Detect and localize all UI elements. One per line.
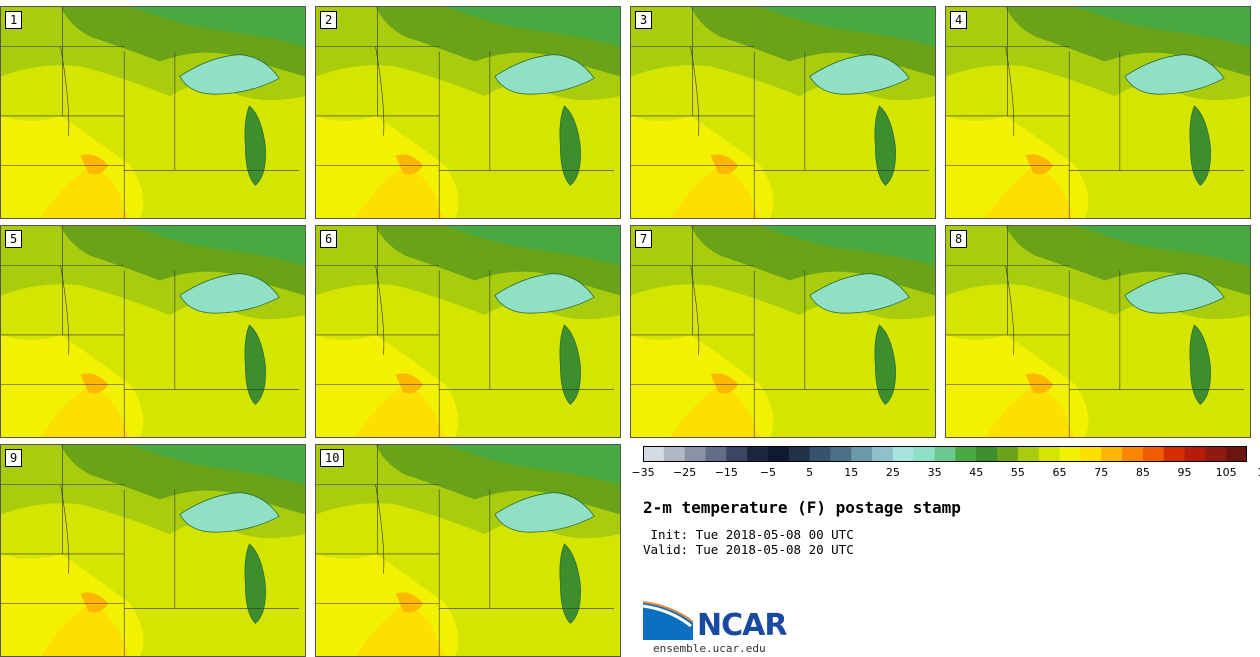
colorbar-tick-label: −25 xyxy=(673,466,697,479)
colorbar-swatch xyxy=(934,446,956,462)
colorbar-swatch xyxy=(1017,446,1040,462)
colorbar-swatch xyxy=(830,446,852,462)
colorbar-swatch xyxy=(1122,446,1144,462)
temperature-map xyxy=(1,445,305,656)
temperature-map xyxy=(1,7,305,218)
temperature-map xyxy=(316,7,620,218)
colorbar-swatch xyxy=(788,446,811,462)
postage-stamp-panel: 9 xyxy=(0,444,306,657)
colorbar-swatch xyxy=(747,446,769,462)
colorbar-tick-label: −15 xyxy=(714,466,738,479)
colorbar-swatch xyxy=(705,446,727,462)
init-time: Init: Tue 2018-05-08 00 UTC xyxy=(643,527,854,542)
temperature-map xyxy=(316,226,620,437)
colorbar-swatch xyxy=(851,446,873,462)
logo-wordmark: NCAR xyxy=(697,608,787,643)
colorbar-tick-label: 15 xyxy=(844,466,859,479)
postage-stamp-panel: 6 xyxy=(315,225,621,438)
panel-number-label: 1 xyxy=(5,11,23,29)
colorbar-swatch xyxy=(809,446,831,462)
colorbar-swatch xyxy=(1226,446,1247,462)
colorbar-tick-label: −35 xyxy=(631,466,655,479)
temperature-map xyxy=(946,226,1250,437)
colorbar-swatch xyxy=(1205,446,1227,462)
panel-number-label: 8 xyxy=(950,230,968,248)
colorbar-swatch xyxy=(684,446,706,462)
postage-stamp-panel: 8 xyxy=(945,225,1251,438)
colorbar-swatch xyxy=(767,446,790,462)
postage-stamp-panel: 3 xyxy=(630,6,936,219)
colorbar-swatch xyxy=(955,446,977,462)
colorbar-swatch xyxy=(1038,446,1061,462)
colorbar-swatch xyxy=(913,446,936,462)
temperature-map xyxy=(316,445,620,656)
panel-number-label: 6 xyxy=(320,230,338,248)
colorbar-tick-label: 55 xyxy=(1010,466,1025,479)
colorbar-tick-label: 75 xyxy=(1094,466,1109,479)
colorbar-swatch xyxy=(872,446,894,462)
colorbar-tick-label: 105 xyxy=(1215,466,1237,479)
colorbar-tick-label: 45 xyxy=(969,466,984,479)
temperature-map xyxy=(946,7,1250,218)
colorbar-swatch xyxy=(1101,446,1123,462)
colorbar-swatch xyxy=(726,446,748,462)
postage-stamp-panel: 7 xyxy=(630,225,936,438)
panel-number-label: 9 xyxy=(5,449,23,467)
colorbar-tick-label: 25 xyxy=(885,466,900,479)
colorbar-swatch xyxy=(1184,446,1206,462)
temperature-map xyxy=(631,226,935,437)
colorbar-tick-label: 115 xyxy=(1257,466,1260,479)
colorbar-tick-label: 85 xyxy=(1135,466,1150,479)
postage-stamp-panel: 5 xyxy=(0,225,306,438)
valid-time: Valid: Tue 2018-05-08 20 UTC xyxy=(643,542,854,557)
figure-title: 2-m temperature (F) postage stamp xyxy=(643,498,961,517)
logo-url: ensemble.ucar.edu xyxy=(653,642,766,655)
panel-number-label: 10 xyxy=(320,449,345,467)
colorbar-swatch xyxy=(976,446,998,462)
colorbar-tick-label: 95 xyxy=(1177,466,1192,479)
colorbar-tick-label: 65 xyxy=(1052,466,1067,479)
postage-stamp-panel: 4 xyxy=(945,6,1251,219)
panel-number-label: 3 xyxy=(635,11,653,29)
ncar-logo-icon xyxy=(643,601,694,640)
colorbar-tick-label: 5 xyxy=(806,466,814,479)
colorbar: −35 −25 −15 −5 5 15 25 35 45 55 65 75 85 95 105 115 xyxy=(631,446,1260,486)
colorbar-swatches xyxy=(643,446,1247,462)
colorbar-swatch xyxy=(997,446,1019,462)
panel-number-label: 4 xyxy=(950,11,968,29)
colorbar-swatch xyxy=(1142,446,1165,462)
panel-number-label: 7 xyxy=(635,230,653,248)
panel-number-label: 5 xyxy=(5,230,23,248)
panel-number-label: 2 xyxy=(320,11,338,29)
colorbar-swatch xyxy=(1059,446,1081,462)
postage-stamp-panel: 2 xyxy=(315,6,621,219)
temperature-map xyxy=(631,7,935,218)
temperature-map xyxy=(1,226,305,437)
colorbar-tick-label: 35 xyxy=(927,466,942,479)
colorbar-swatch xyxy=(1163,446,1186,462)
colorbar-tick-label: −5 xyxy=(759,466,777,479)
colorbar-swatch xyxy=(643,446,665,462)
colorbar-swatch xyxy=(663,446,686,462)
colorbar-swatch xyxy=(1080,446,1102,462)
postage-stamp-panel: 1 xyxy=(0,6,306,219)
colorbar-swatch xyxy=(892,446,915,462)
postage-stamp-panel: 10 xyxy=(315,444,621,657)
